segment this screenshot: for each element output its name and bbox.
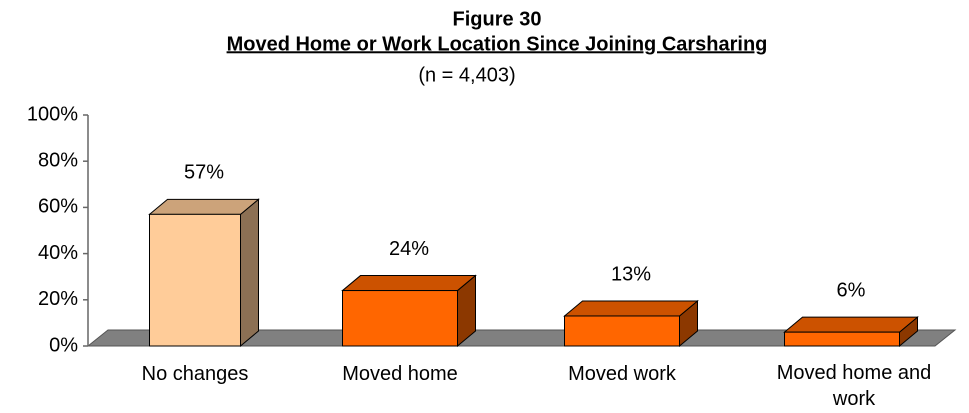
bar xyxy=(784,331,900,347)
bar-top xyxy=(148,198,260,215)
value-label: 24% xyxy=(389,238,429,260)
chart-title: Figure 30 xyxy=(453,8,542,30)
y-tick-label: 20% xyxy=(38,288,78,310)
chart-note: (n = 4,403) xyxy=(418,64,515,86)
bar xyxy=(564,315,680,347)
bar-side xyxy=(240,198,259,348)
chart-subtitle: Moved Home or Work Location Since Joinin… xyxy=(227,33,768,55)
y-tick-label: 60% xyxy=(38,196,78,218)
value-label: 57% xyxy=(184,162,224,184)
bar-top xyxy=(341,275,477,292)
bar-top xyxy=(783,316,919,333)
y-tick-label: 100% xyxy=(27,103,78,125)
bar xyxy=(342,290,458,347)
y-tick-label: 40% xyxy=(38,242,78,264)
bar xyxy=(149,213,241,347)
value-label: 6% xyxy=(837,279,866,301)
value-label: 13% xyxy=(611,263,651,285)
y-tick-label: 0% xyxy=(49,334,78,356)
x-tick-label: Moved home xyxy=(342,363,458,385)
x-tick-label: No changes xyxy=(141,363,249,385)
bar-top xyxy=(563,300,699,317)
x-tick-label: Moved home and work xyxy=(776,362,932,410)
x-tick-label: Moved work xyxy=(568,363,676,385)
y-tick-label: 80% xyxy=(38,149,78,171)
